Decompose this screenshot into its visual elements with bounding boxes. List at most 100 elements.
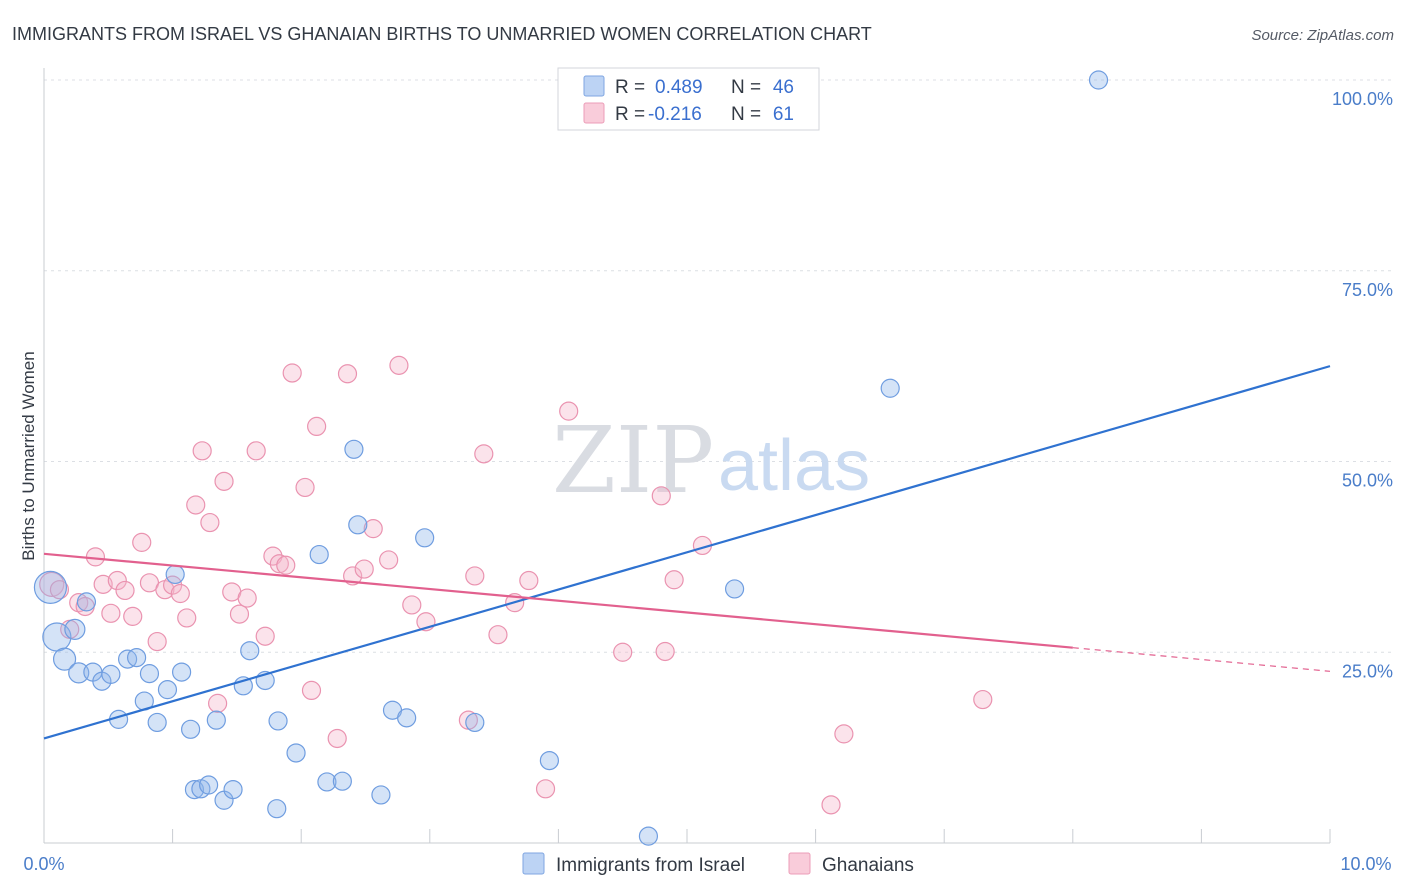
ghanaians-point-46	[474, 444, 494, 464]
israel-point-2	[52, 647, 77, 671]
y-tick-labels: 25.0% 50.0% 75.0% 100.0%	[1332, 89, 1393, 681]
israel-point-42	[638, 826, 659, 846]
ghanaians-point-22	[214, 471, 234, 491]
x-axis-ticks	[172, 829, 1331, 843]
israel-point-30	[286, 743, 306, 763]
israel-point-3	[64, 618, 86, 640]
israel-point-36	[371, 785, 391, 805]
ghanaians-trend-line-extrapolated	[1072, 647, 1331, 672]
legend-swatch-israel	[583, 75, 605, 97]
y-axis-label: Births to Unmarried Women	[19, 351, 38, 560]
ghanaians-point-25	[237, 588, 257, 608]
legend-swatch-ghanaians	[583, 102, 605, 124]
legend-r-value-israel: 0.489	[655, 77, 703, 98]
x-tick-label-min: 0.0%	[23, 854, 64, 874]
israel-point-31	[309, 544, 329, 565]
ghanaians-point-53	[651, 486, 671, 506]
ghanaians-point-21	[208, 693, 228, 713]
israel-point-15	[157, 680, 178, 700]
israel-point-22	[206, 710, 226, 730]
ghanaians-point-7	[101, 603, 121, 623]
ghanaians-point-1	[49, 580, 70, 600]
israel-point-21	[199, 775, 219, 795]
ghanaians-point-20	[200, 512, 220, 533]
ghanaians-point-39	[363, 519, 383, 539]
ghanaians-point-57	[821, 795, 841, 815]
ghanaians-point-54	[655, 641, 675, 662]
ghanaians-point-38	[354, 559, 374, 579]
israel-point-40	[465, 712, 485, 733]
ghanaians-point-55	[664, 570, 684, 590]
correlation-legend: R = 0.489 N = 46 R = -0.216 N = 61	[557, 67, 820, 131]
y-tick-label-75: 75.0%	[1342, 280, 1393, 300]
ghanaians-point-19	[192, 441, 212, 461]
israel-points	[33, 70, 1109, 846]
ghanaians-point-51	[559, 401, 579, 421]
legend-r-value-ghanaians: -0.216	[648, 104, 702, 125]
ghanaians-point-41	[389, 355, 409, 375]
ghanaians-point-30	[276, 555, 296, 575]
ghanaians-point-58	[834, 724, 854, 744]
ghanaians-point-29	[269, 554, 289, 574]
israel-point-38	[397, 708, 417, 728]
legend-n-label-ghanaians: N =	[731, 104, 761, 125]
series-legend-swatch-israel	[522, 852, 545, 875]
legend-r-label-israel: R =	[615, 77, 645, 98]
israel-point-19	[184, 779, 205, 800]
israel-point-45	[1088, 70, 1109, 90]
ghanaians-point-16	[170, 583, 190, 604]
israel-point-16	[165, 564, 185, 585]
ghanaians-trend-line	[43, 552, 1073, 649]
israel-point-28	[267, 799, 287, 819]
legend-r-label-ghanaians: R =	[615, 104, 645, 125]
ghanaians-point-18	[186, 495, 206, 515]
ghanaians-point-11	[132, 532, 152, 552]
ghanaians-point-50	[535, 779, 556, 799]
israel-point-14	[147, 712, 167, 733]
israel-point-41	[539, 750, 559, 771]
ghanaians-point-42	[402, 595, 422, 615]
israel-point-11	[126, 647, 147, 668]
israel-point-1	[33, 570, 68, 604]
israel-point-29	[268, 711, 288, 731]
series-legend-label-ghanaians: Ghanaians	[822, 855, 914, 876]
y-tick-label-50: 50.0%	[1342, 471, 1393, 491]
legend-n-value-ghanaians: 61	[773, 104, 794, 125]
israel-point-33	[332, 771, 352, 791]
ghanaians-point-6	[93, 574, 113, 594]
chart-source: Source: ZipAtlas.com	[1251, 27, 1394, 44]
ghanaians-point-32	[295, 477, 315, 498]
israel-trend-line	[43, 365, 1331, 740]
ghanaians-point-36	[337, 364, 358, 384]
israel-point-43	[724, 579, 745, 599]
x-tick-label-max: 10.0%	[1340, 854, 1391, 874]
ghanaians-point-13	[147, 631, 167, 652]
legend-n-label-israel: N =	[731, 77, 761, 98]
ghanaians-point-9	[115, 580, 135, 601]
ghanaians-point-24	[229, 604, 250, 624]
ghanaians-point-17	[177, 608, 197, 628]
israel-point-4	[68, 662, 90, 684]
israel-point-44	[880, 378, 900, 398]
ghanaians-point-37	[343, 566, 363, 586]
israel-point-17	[172, 662, 192, 682]
ghanaians-point-34	[307, 416, 327, 437]
ghanaians-point-40	[379, 550, 399, 570]
israel-point-24	[223, 779, 243, 800]
israel-point-34	[344, 439, 364, 459]
y-tick-label-100: 100.0%	[1332, 89, 1393, 109]
series-legend-swatch-ghanaians	[788, 852, 811, 875]
series-legend-label-israel: Immigrants from Israel	[556, 855, 745, 876]
ghanaians-point-8	[107, 570, 127, 591]
gridlines	[44, 79, 1392, 653]
ghanaians-point-59	[973, 689, 993, 710]
israel-point-13	[139, 664, 160, 684]
ghanaians-point-26	[246, 441, 266, 461]
ghanaians-points	[39, 355, 993, 815]
ghanaians-point-33	[301, 680, 322, 701]
ghanaians-point-27	[255, 626, 275, 646]
legend-n-value-israel: 46	[773, 77, 794, 98]
israel-point-8	[101, 664, 121, 684]
chart-title: IMMIGRANTS FROM ISRAEL VS GHANAIAN BIRTH…	[12, 24, 872, 44]
